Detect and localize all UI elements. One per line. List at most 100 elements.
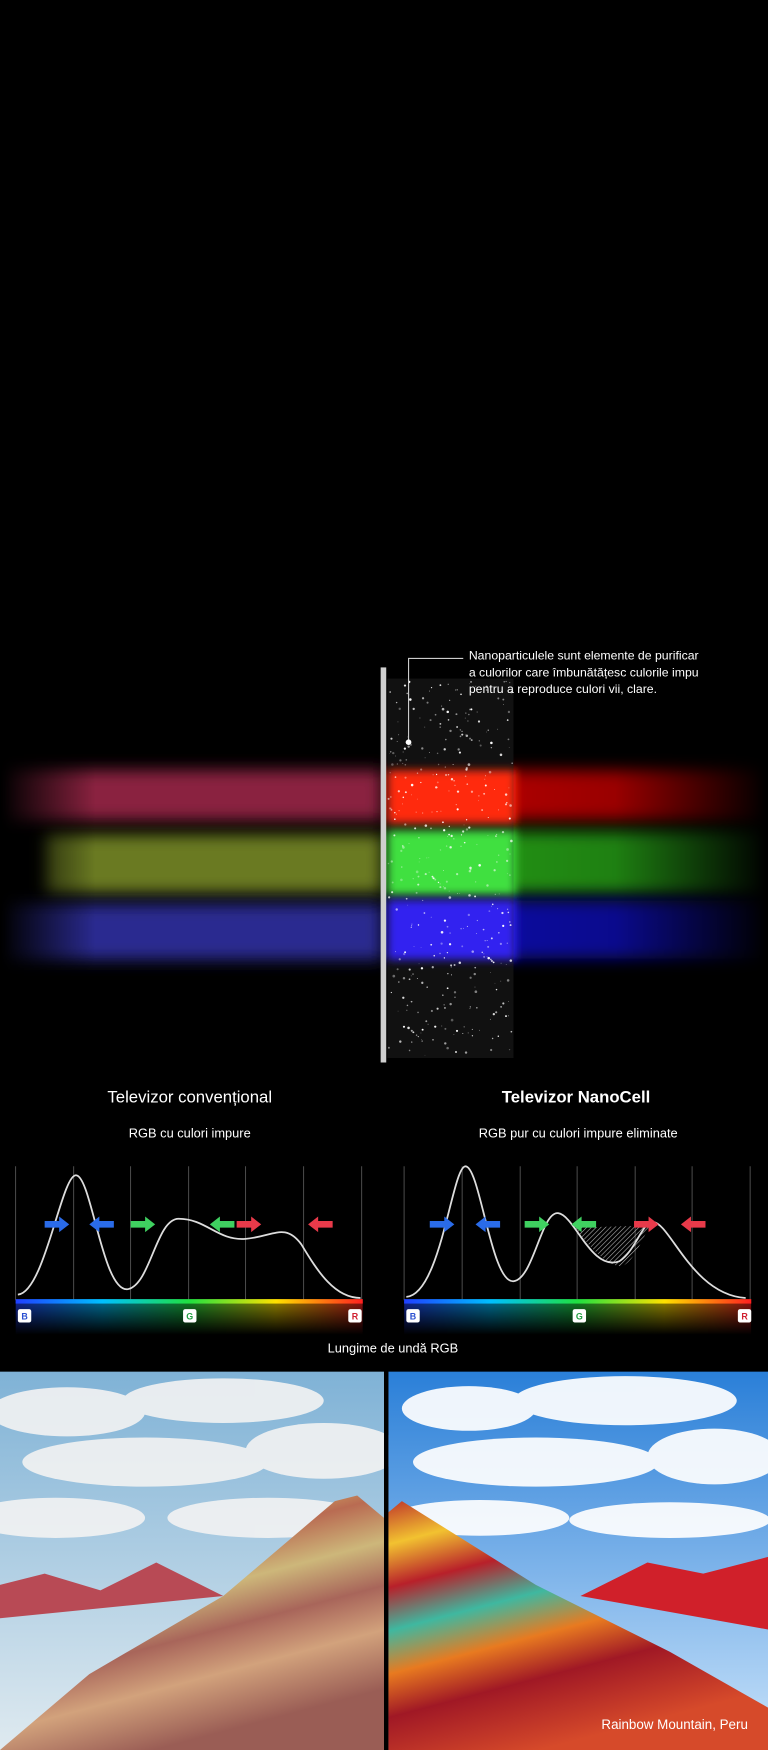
left-title: Televizor convențional (107, 1088, 272, 1107)
particle (410, 1029, 413, 1032)
particle (430, 1009, 433, 1013)
particle (490, 741, 493, 745)
particle (446, 1046, 449, 1050)
particle (490, 937, 493, 940)
particle (410, 1000, 413, 1003)
particle (436, 1007, 439, 1010)
particle (467, 1032, 469, 1034)
particle (450, 964, 453, 967)
particle (390, 737, 393, 740)
particle (388, 753, 390, 754)
particle (388, 896, 391, 899)
particle (465, 819, 468, 821)
particle (478, 1029, 480, 1031)
particle (500, 980, 502, 982)
label-g: G (576, 1311, 583, 1321)
particle (453, 779, 455, 782)
particle (430, 943, 433, 946)
particle (505, 680, 507, 683)
particle (411, 794, 412, 796)
particle (492, 961, 495, 964)
particle (506, 942, 508, 944)
particle (443, 919, 447, 922)
particle (485, 685, 488, 688)
particle (510, 839, 513, 843)
particle (486, 940, 488, 941)
particle (421, 812, 424, 814)
particle (425, 1020, 428, 1023)
particle (447, 774, 450, 776)
particle (449, 729, 452, 733)
particle (424, 873, 427, 876)
particle (401, 845, 404, 847)
particle (466, 925, 468, 927)
right-spectrum (403, 1165, 752, 1335)
particle (502, 698, 505, 701)
particle (446, 710, 449, 714)
callout-dot (405, 739, 412, 745)
particle (476, 1007, 478, 1009)
particle (504, 803, 508, 806)
particle (502, 1002, 505, 1005)
particle (390, 860, 393, 863)
particle (420, 1032, 422, 1034)
particle (439, 886, 442, 889)
particle (490, 746, 493, 749)
particle (417, 1036, 419, 1038)
particle (390, 991, 393, 994)
particle (404, 763, 407, 766)
particle (439, 722, 442, 725)
particle (393, 834, 396, 837)
particle (397, 1010, 399, 1012)
particle (481, 951, 483, 954)
particle (403, 747, 407, 750)
particle (510, 1030, 513, 1033)
particle (461, 945, 464, 948)
particle (387, 862, 390, 865)
particle (390, 807, 392, 809)
photo-conventional (0, 1371, 402, 1750)
particle (455, 1029, 459, 1032)
particle (418, 963, 420, 965)
particle (476, 919, 478, 922)
particle (460, 845, 462, 847)
particle (431, 811, 433, 813)
particle (449, 846, 452, 849)
particle (509, 921, 511, 923)
particle (407, 1026, 410, 1030)
particle (508, 787, 510, 789)
particle (397, 790, 400, 793)
particle (469, 683, 470, 685)
particle (485, 775, 486, 777)
particle (449, 1002, 452, 1006)
particle (429, 752, 430, 754)
particle (428, 857, 430, 859)
label-g: G (186, 1311, 193, 1321)
particle (506, 848, 509, 851)
particle (497, 728, 499, 730)
particle (408, 694, 410, 696)
particle (448, 890, 450, 892)
particle (506, 908, 509, 910)
particle (440, 930, 444, 934)
particle (509, 924, 512, 927)
photo-nanocell (388, 1371, 768, 1750)
particle (416, 977, 418, 979)
particle (507, 710, 511, 714)
particle (461, 733, 464, 736)
particle (448, 896, 452, 899)
particle (436, 781, 439, 784)
particle (395, 908, 398, 911)
particle (398, 810, 400, 812)
particle (464, 717, 466, 719)
particle (440, 942, 443, 945)
axis-title: Lungime de undă RGB (328, 1341, 459, 1356)
particle (489, 1018, 491, 1020)
particle (456, 873, 459, 876)
particle (447, 719, 450, 721)
particle (493, 869, 496, 872)
particle (490, 1048, 493, 1052)
particle (467, 720, 469, 722)
particle (417, 924, 420, 926)
